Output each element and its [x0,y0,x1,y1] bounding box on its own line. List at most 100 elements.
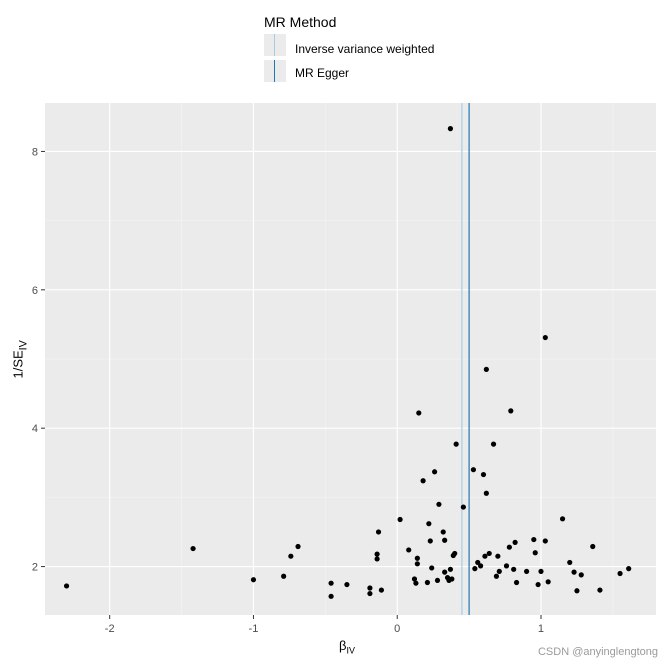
data-point [413,580,419,586]
data-point [374,551,380,557]
x-axis-title-sub: IV [346,645,355,656]
data-point [281,573,287,579]
data-point [559,516,566,522]
legend-label-ivw: Inverse variance weighted [295,42,435,56]
y-tick-label: 8 [32,146,38,158]
data-point [597,587,603,593]
data-point [490,441,497,447]
data-point [574,588,580,594]
data-point [495,553,501,559]
data-point [460,504,466,510]
x-axis-title-main: β [339,638,347,653]
data-point [478,563,484,569]
data-point [571,569,577,575]
data-point [538,568,544,575]
data-point [617,570,623,577]
data-point [483,490,489,496]
data-point [475,559,481,566]
data-point [434,577,441,584]
data-point [288,553,294,559]
data-point [375,529,382,535]
data-point [453,441,459,447]
x-tick-label: 1 [538,623,544,635]
data-point [513,579,520,586]
x-tick-label: 0 [394,623,400,635]
data-point [411,576,418,582]
data-point [344,581,350,588]
legend-key-ivw [264,34,286,56]
data-point [432,469,438,475]
data-point [532,550,538,556]
data-point [542,334,548,341]
y-tick-label: 6 [32,285,38,297]
data-point [397,516,403,523]
data-point [426,521,432,527]
data-point [420,478,426,484]
data-point [190,545,196,552]
x-tick-label: -2 [105,623,115,635]
data-point [503,563,510,569]
data-point [506,544,512,550]
data-point [250,577,257,583]
data-point [470,467,477,473]
data-point [447,126,454,132]
x-axis-ticks: -2 -1 0 1 [105,615,544,635]
data-point [578,572,584,578]
watermark: CSDN @anyinglengtong [537,646,658,658]
data-point [486,550,492,557]
data-point [483,366,489,372]
data-point [545,579,551,585]
y-axis-ticks: 2 4 6 8 [32,146,45,574]
data-point [374,556,380,562]
data-point [567,559,573,566]
data-point [524,568,530,575]
data-point [378,587,385,593]
data-point [436,501,442,507]
data-point [493,573,500,579]
data-point [531,536,537,543]
data-point [328,593,334,599]
data-point [295,543,301,550]
data-point [367,585,373,591]
data-point [590,543,596,550]
x-tick-label: -1 [249,623,259,635]
data-point [472,566,478,572]
data-point [424,579,431,586]
data-point [406,547,412,553]
y-tick-label: 4 [32,423,38,435]
data-point [429,565,435,571]
estimate-lines [461,103,470,615]
data-point [416,410,422,416]
data-point [440,529,446,535]
data-point [328,580,334,586]
legend-title: MR Method [264,14,337,30]
x-axis-title: βIV [339,638,355,656]
data-point [535,581,541,588]
data-point [512,539,518,545]
y-axis-title-sub: IV [17,340,30,351]
legend-label-egger: MR Egger [295,66,350,80]
y-tick-label: 2 [32,562,38,574]
data-point [496,568,502,575]
data-point [367,590,373,597]
y-axis-title: 1/SEIV [11,309,30,409]
data-point [482,553,488,559]
data-point [449,576,455,582]
data-points [63,126,632,599]
data-point [542,538,548,544]
data-point [442,537,448,543]
data-point [414,561,420,567]
data-point [508,408,514,414]
legend-line-egger [274,60,275,82]
legend-line-ivw [274,34,275,56]
data-point [447,566,454,572]
data-point [414,555,420,561]
data-point [452,550,458,557]
y-axis-title-main: 1/SE [10,350,26,379]
data-point [442,569,448,575]
data-point [63,583,70,589]
data-point [480,471,487,478]
data-point [511,566,517,572]
data-point [427,538,433,544]
